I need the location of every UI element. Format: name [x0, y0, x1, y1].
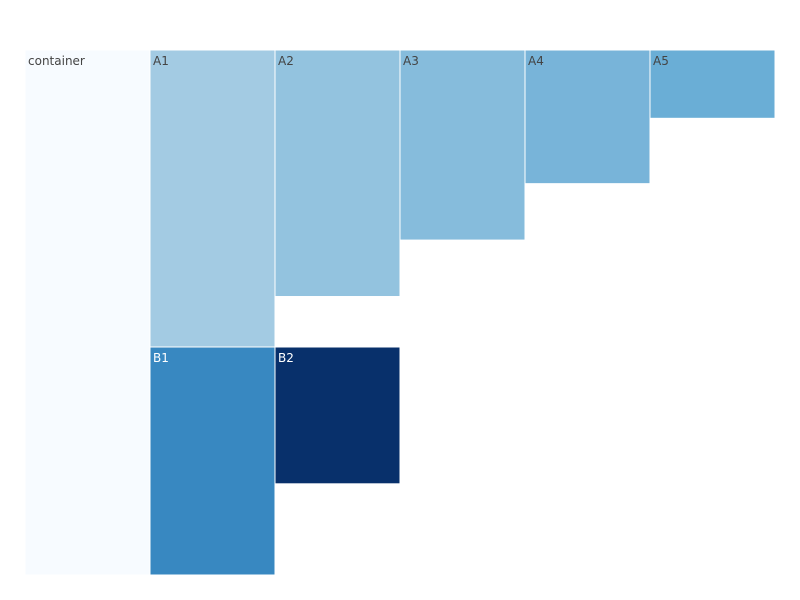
- node-label-b1: B1: [153, 351, 169, 365]
- node-label-a2: A2: [278, 54, 294, 68]
- node-label-a5: A5: [653, 54, 669, 68]
- node-label-a3: A3: [403, 54, 419, 68]
- node-label-a1: A1: [153, 54, 169, 68]
- node-a5[interactable]: [649, 49, 776, 119]
- node-b1[interactable]: [149, 346, 276, 576]
- node-a1[interactable]: [149, 49, 276, 348]
- node-a2[interactable]: [274, 49, 401, 298]
- node-container[interactable]: [24, 49, 151, 576]
- node-label-a4: A4: [528, 54, 544, 68]
- node-label-b2: B2: [278, 351, 294, 365]
- node-label-container: container: [28, 54, 85, 68]
- node-a3[interactable]: [399, 49, 526, 241]
- node-b2[interactable]: [274, 346, 401, 485]
- node-a4[interactable]: [524, 49, 651, 185]
